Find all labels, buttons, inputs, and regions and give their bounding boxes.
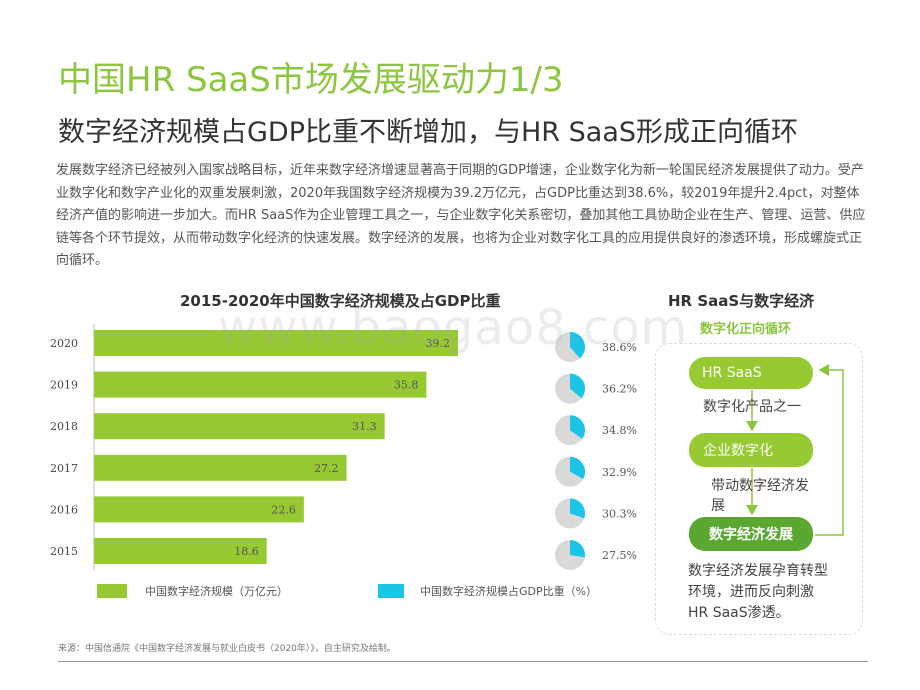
pie-2017 (555, 456, 585, 487)
intro-paragraph: 发展数字经济已经被列入国家战略目标，近年来数字经济增速显著高于同期的GDP增速，… (56, 163, 866, 268)
pie-slice-share (570, 498, 586, 519)
pie-percent-label: 30.3% (602, 507, 637, 520)
bar-2020 (94, 330, 458, 356)
pie-2018 (555, 415, 586, 446)
legend-label-scale: 中国数字经济规模（万亿元） (145, 585, 288, 598)
bar-value-label: 27.2 (314, 462, 339, 475)
legend-swatch-cyan (378, 584, 404, 598)
legend-item-scale: 中国数字经济规模（万亿元） (97, 583, 288, 599)
node-hr-saas: HR SaaS (689, 357, 813, 389)
bar-2017 (94, 454, 347, 481)
side-panel-title: HR SaaS与数字经济 (668, 292, 815, 310)
legend-item-ratio: 中国数字经济规模占GDP比重（%） (378, 583, 597, 599)
bar-2018 (94, 413, 385, 440)
bar-2019 (94, 371, 427, 398)
pie-percent-label: 32.9% (602, 466, 637, 479)
pie-2020 (555, 332, 586, 362)
cycle-description: 数字经济发展孕育转型环境，进而反向刺激HR SaaS渗透。 (688, 563, 828, 621)
arrow-feedback (815, 364, 844, 536)
pie-percent-label: 27.5% (602, 549, 637, 562)
bar-value-label: 22.6 (271, 503, 296, 516)
year-label: 2017 (50, 462, 78, 475)
node-hr-saas-note: 数字化产品之一 (703, 399, 801, 415)
year-label: 2015 (50, 545, 78, 558)
pie-slice-share (570, 415, 586, 439)
legend-swatch-green (97, 584, 127, 598)
pie-2019 (555, 373, 586, 404)
footer-rule (58, 661, 868, 662)
node-enterprise-note: 带动数字经济发展 (711, 478, 809, 514)
bar-value-label: 31.3 (352, 420, 377, 433)
pie-slice-share (570, 332, 586, 359)
chart-title: 2015-2020年中国数字经济规模及占GDP比重 (180, 292, 501, 310)
pie-slice-share (570, 456, 585, 479)
bar-value-label: 39.2 (426, 337, 451, 350)
page-subtitle: 数字经济规模占GDP比重不断增加，与HR SaaS形成正向循环 (58, 117, 799, 148)
pie-percent-label: 38.6% (602, 341, 637, 354)
year-label: 2019 (50, 379, 78, 392)
year-label: 2020 (50, 337, 78, 350)
pie-slice-share (570, 373, 586, 399)
cycle-diagram-box (655, 343, 863, 635)
pie-slice-share (570, 540, 586, 558)
pie-percent-label: 34.8% (602, 424, 637, 437)
year-label: 2016 (50, 503, 78, 516)
watermark-text: www.baogao8.com (218, 300, 689, 356)
pie-percent-label: 36.2% (602, 383, 637, 396)
bar-value-label: 18.6 (234, 545, 259, 558)
bar-2016 (94, 496, 304, 523)
bar-2015 (94, 538, 267, 564)
year-label: 2018 (50, 420, 78, 433)
node-digital-economy: 数字经济发展 (689, 517, 813, 551)
source-note: 来源：中国信通院《中国数字经济发展与就业白皮书（2020年）》，自主研究及绘制。 (58, 644, 396, 654)
side-panel-subtitle: 数字化正向循环 (700, 322, 792, 337)
pie-2016 (555, 498, 586, 529)
legend-label-ratio: 中国数字经济规模占GDP比重（%） (420, 585, 598, 598)
bar-value-label: 35.8 (394, 379, 419, 392)
page-title: 中国HR SaaS市场发展驱动力1/3 (58, 60, 564, 100)
pie-2015 (555, 540, 586, 570)
node-enterprise-digitalization: 企业数字化 (689, 433, 813, 467)
